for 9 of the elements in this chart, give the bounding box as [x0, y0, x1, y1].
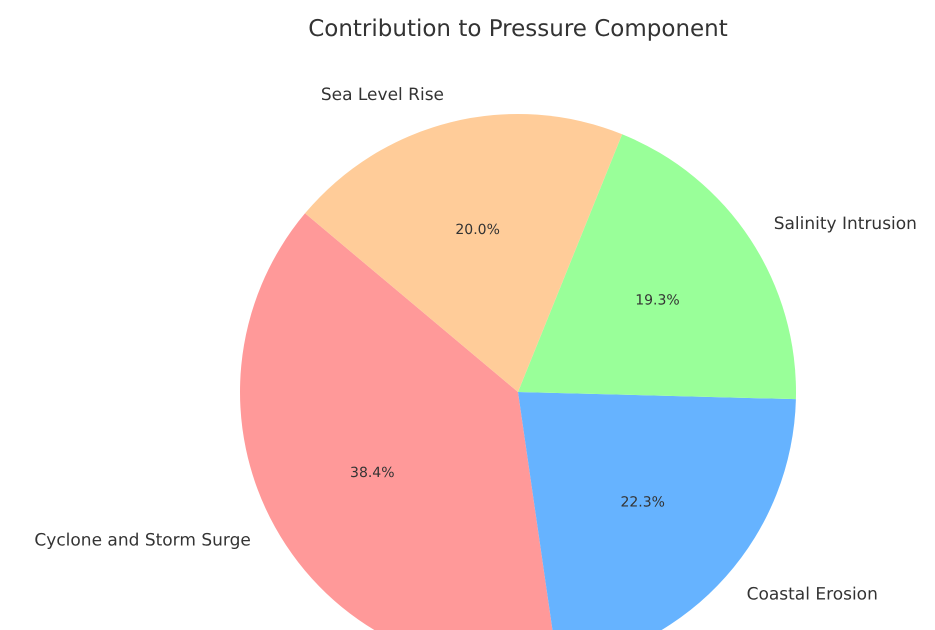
data-label: 22.3% [620, 494, 665, 511]
slice-label: Salinity Intrusion [774, 214, 917, 234]
data-label: 38.4% [350, 465, 395, 481]
chart-title: Contribution to Pressure Component [308, 16, 728, 42]
slice-label: Cyclone and Storm Surge [34, 530, 251, 550]
data-label: 19.3% [635, 292, 680, 308]
slice-label: Coastal Erosion [746, 584, 878, 605]
data-label: 20.0% [455, 222, 500, 238]
slice-label: Sea Level Rise [320, 84, 444, 105]
